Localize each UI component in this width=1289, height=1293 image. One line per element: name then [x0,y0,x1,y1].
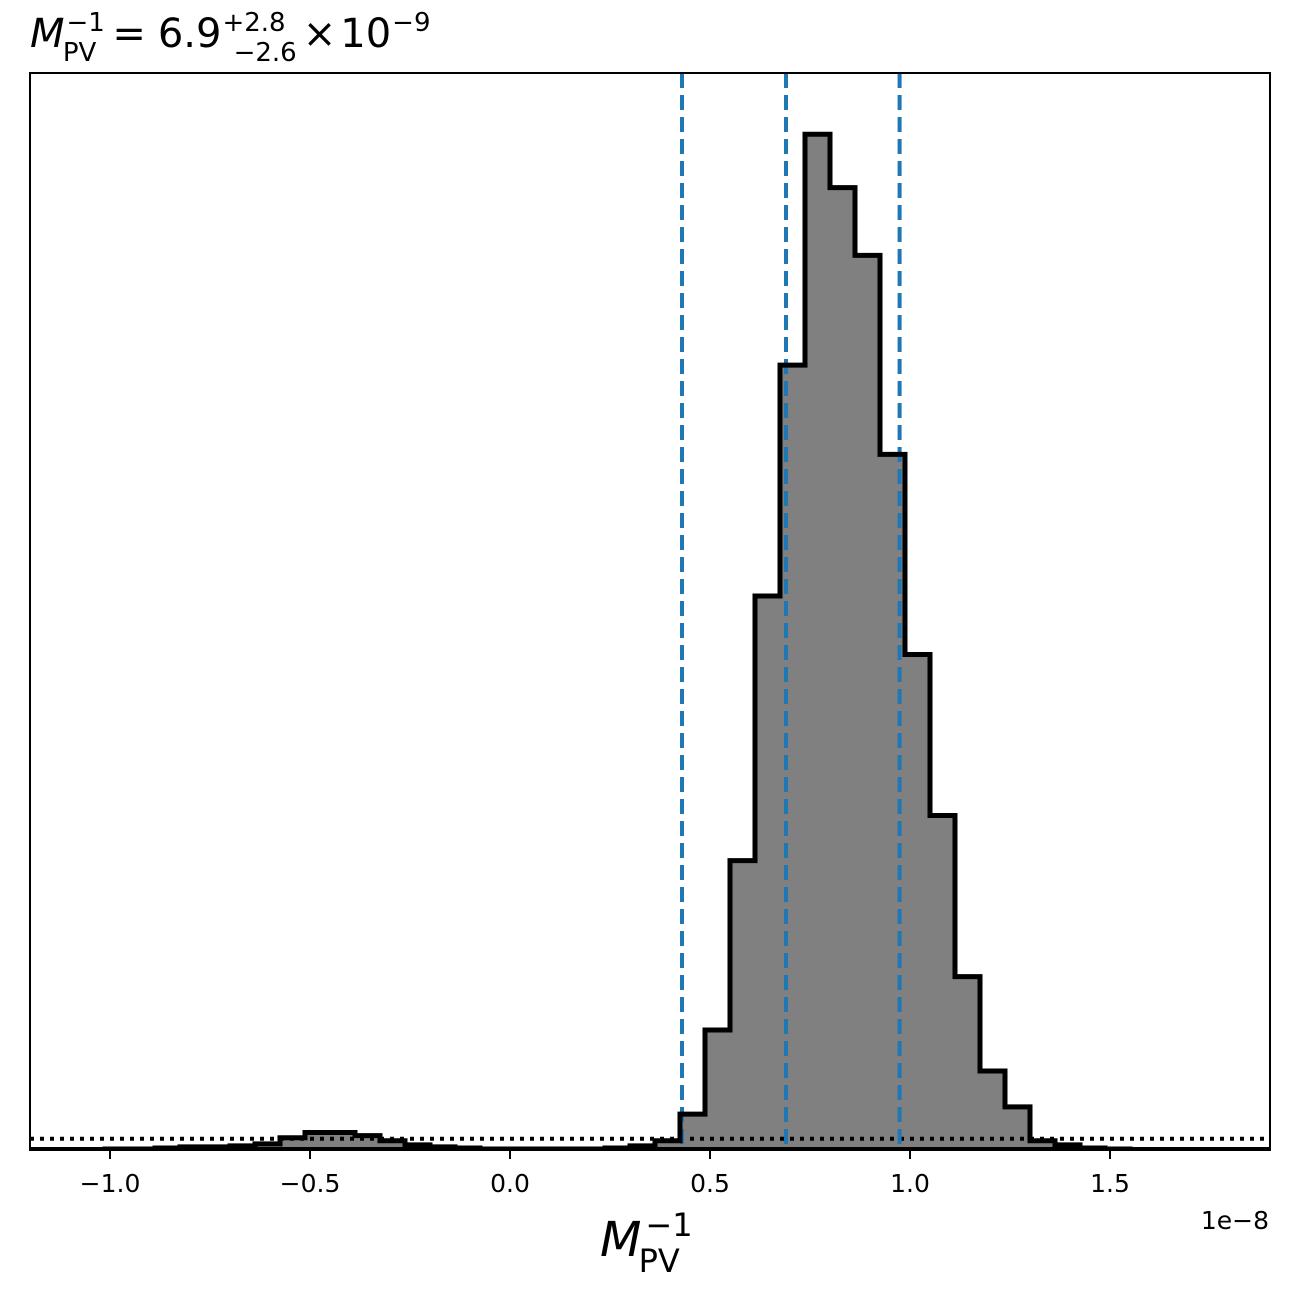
x-tick-label: −0.5 [280,1169,341,1198]
x-offset-label: 1e−8 [1201,1206,1269,1235]
chart-title: M−1 PV = 6.9+2.8 −2.6 × 10−9 [30,8,430,68]
xlabel-subscript: PV [639,1242,680,1280]
title-err-minus: −2.6 [234,38,297,68]
title-subscript: PV [63,38,97,68]
x-axis-label: M −1 PV [600,1206,693,1280]
x-tick-label: 1.5 [1090,1169,1130,1198]
title-equals: = [112,11,146,57]
title-times: × [303,11,337,57]
title-err-plus: +2.8 [222,8,285,38]
title-symbol: M [30,11,65,57]
x-tick-label: 0.5 [690,1169,730,1198]
x-axis-ticks: −1.0 −0.5 0.0 0.5 1.0 1.5 [80,1150,1130,1198]
histogram-fill [30,134,1270,1150]
x-tick-label: 0.0 [490,1169,530,1198]
title-superscript: −1 [67,8,105,38]
title-mult-exp: −9 [392,8,430,38]
title-mult-base: 10 [340,11,391,57]
x-tick-label: 1.0 [890,1169,930,1198]
xlabel-superscript: −1 [645,1206,692,1244]
histogram-outline [30,131,1270,1150]
title-median: 6.9 [158,11,222,57]
axes-frame [29,72,1271,1151]
plot-area [30,73,1270,1150]
x-tick-label: −1.0 [80,1169,141,1198]
xlabel-symbol: M [600,1212,641,1268]
